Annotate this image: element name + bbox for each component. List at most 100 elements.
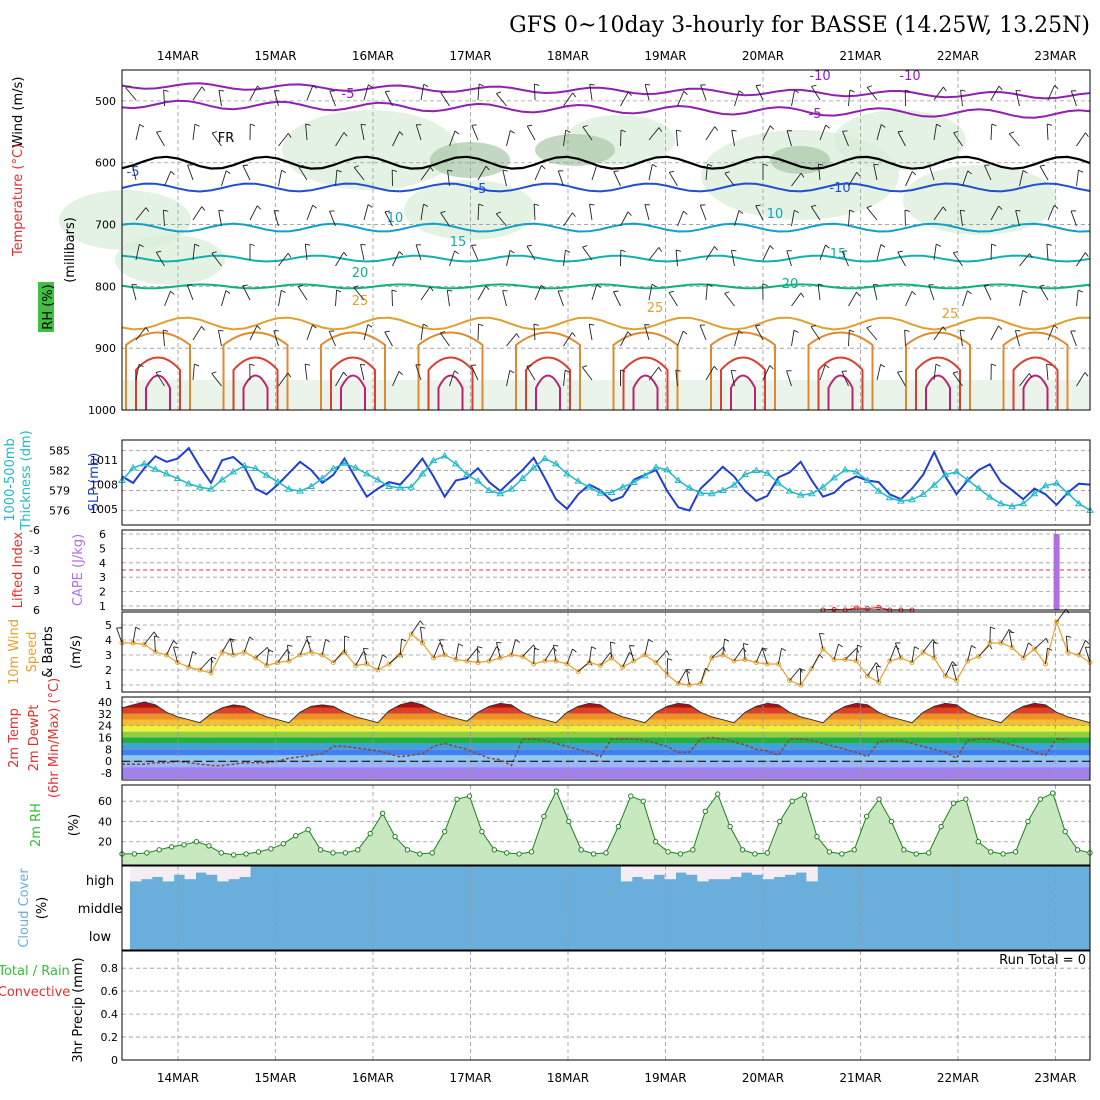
wind-barb [1076,289,1083,307]
panel-frame [121,529,1091,611]
panel-frame [121,611,1091,693]
rh-marker [975,839,982,845]
barb-flag [201,326,205,331]
wind-speed-marker [275,660,281,665]
rh-marker [714,791,721,797]
wind-speed-marker [353,663,359,668]
wind-barb [242,164,251,181]
y-axis-label: Total / Rain [0,964,70,979]
wind-speed-marker [297,652,303,658]
barb-staff [724,293,735,307]
barb-flag [298,164,304,167]
barb-flag [368,84,373,88]
wind-barb [131,164,138,181]
barb-flag [676,129,682,132]
barb-flag [627,211,632,216]
wind-barb [420,83,429,101]
y-tick-label: 0 [111,1054,118,1067]
rh-marker [814,833,820,840]
wind-barb [506,333,520,347]
wind-barb [360,243,366,261]
panel-frame [121,69,1091,411]
wind-barb [1046,243,1052,261]
barb-staff [1046,244,1049,261]
barb-flag [572,212,576,217]
rh-marker [255,849,262,855]
barb-staff [1034,637,1047,650]
wind-barb [589,203,595,221]
barb-staff [699,204,707,221]
barb-flag [959,329,966,332]
wind-barb [135,243,144,261]
surface-wind-barb [210,656,217,674]
wind-barb [677,90,688,107]
barb-flag [762,647,767,652]
wind-barb [648,366,662,381]
surface-wind-barb [755,647,767,663]
rh-marker [1062,828,1068,835]
wind-barb [933,86,947,101]
barb-staff [591,284,598,301]
barb-staff [335,290,338,307]
barb-staff [164,171,172,187]
barb-staff [433,642,440,659]
isotherm-loop [427,356,474,410]
barb-flag [800,292,805,298]
wind-barb [755,84,764,101]
barb-staff [477,646,479,663]
barb-staff [363,204,369,221]
barb-staff [415,124,422,141]
barb-staff [566,648,573,665]
rh-marker [603,850,609,856]
wind-barb [811,84,821,101]
date-label-bottom: 19MAR [644,1071,686,1085]
barb-staff [392,131,400,147]
high-cloud-gap [130,866,142,882]
barb-staff [933,244,937,261]
y-axis-label: Thickness (dm) [19,430,34,530]
barb-flag [591,646,597,650]
barb-staff [471,245,479,261]
barb-staff [306,204,314,221]
barb-flag [496,91,502,94]
wind-barb [990,123,997,141]
barb-flag [572,648,577,653]
isotherm-loop [1012,356,1059,410]
wind-barb [563,369,570,387]
barb-staff [872,284,878,301]
wind-barb [876,244,886,261]
cape-bar [1053,534,1060,610]
contour-label: -10 [809,69,830,84]
wind-barb [817,283,824,301]
wind-speed-marker [508,652,514,658]
barb-flag [485,165,490,171]
barb-staff [648,284,653,301]
thickness-marker [919,490,927,497]
surface-wind-barb [344,635,350,652]
wind-barb [506,130,515,147]
wind-barb [762,283,768,301]
surface-wind-barb [166,640,178,656]
barb-flag [933,641,939,644]
thickness-marker [641,471,649,479]
barb-flag [620,369,626,373]
wind-barb [620,249,626,267]
barb-flag [880,244,886,248]
barb-staff [299,640,307,656]
y-axis-label: 2m Temp [7,708,22,768]
wind-speed-line [122,620,1091,686]
barb-flag [793,329,799,333]
thickness-marker [852,467,861,475]
barb-flag [1029,253,1033,259]
barb-staff [1022,642,1029,659]
wind-barb [304,243,311,261]
wind-barb [218,89,225,107]
barb-flag [904,209,910,212]
rh-shade [282,110,458,190]
wind-barb [211,131,222,147]
isotherm-loop [915,356,961,410]
barb-staff [526,366,536,381]
barb-staff [534,165,542,181]
barb-staff [952,252,963,267]
barb-staff [810,326,821,341]
